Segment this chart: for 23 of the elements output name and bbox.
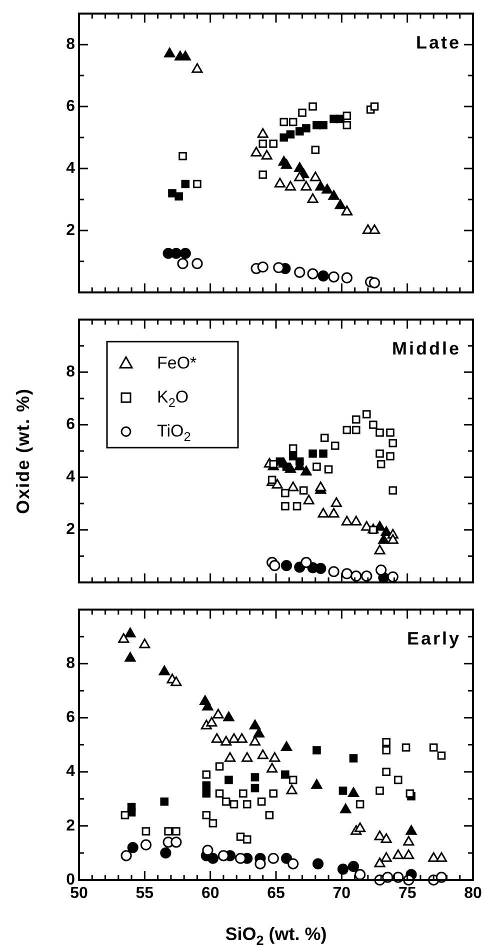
y-tick-label: 4 bbox=[66, 468, 76, 486]
text: Middle bbox=[392, 338, 462, 359]
y-tick-label: 8 bbox=[66, 655, 76, 672]
y-tick-label: 2 bbox=[66, 222, 76, 239]
y-tick-label: 6 bbox=[66, 709, 76, 726]
x-tick-label: 75 bbox=[398, 885, 416, 902]
text: Early bbox=[406, 628, 462, 649]
x-tick-label: 65 bbox=[267, 885, 285, 902]
text: Late bbox=[416, 32, 462, 53]
x-tick-label: 60 bbox=[201, 885, 220, 902]
y-tick-label: 8 bbox=[66, 364, 76, 381]
legend-label: FeO* bbox=[157, 353, 198, 372]
y-tick-label: 6 bbox=[66, 416, 76, 434]
y-tick-label: 2 bbox=[66, 521, 76, 538]
y-axis-title: Oxide (wt. %) bbox=[12, 388, 33, 514]
y-tick-label: 8 bbox=[66, 36, 76, 53]
y-tick-label: 4 bbox=[66, 160, 76, 177]
y-tick-label: 6 bbox=[66, 98, 76, 115]
y-tick-label: 4 bbox=[66, 763, 76, 780]
x-tick-label: 70 bbox=[332, 885, 351, 902]
x-tick-label: 80 bbox=[464, 885, 482, 902]
x-tick-label: 55 bbox=[136, 885, 154, 902]
y-tick-label: 2 bbox=[66, 817, 76, 834]
